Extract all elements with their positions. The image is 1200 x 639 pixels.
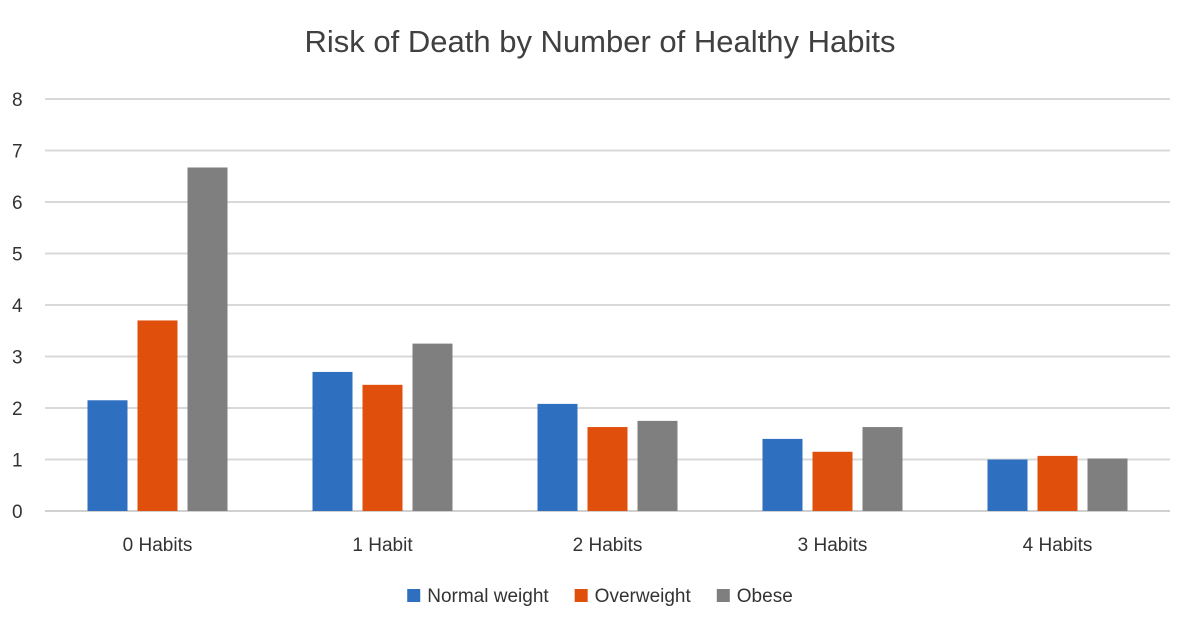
x-category-label: 3 Habits <box>798 535 868 556</box>
legend-item-normal-weight: Normal weight <box>407 586 549 607</box>
y-tick-label: 6 <box>12 193 23 214</box>
y-tick-label: 0 <box>12 502 23 523</box>
legend-swatch <box>407 589 421 602</box>
gridlines <box>45 98 1170 512</box>
y-tick-label: 8 <box>12 90 23 111</box>
legend-item-obese: Obese <box>716 586 793 607</box>
y-tick-label: 2 <box>12 399 23 420</box>
bar-obese-1 <box>412 343 453 511</box>
legend-label: Overweight <box>595 586 692 607</box>
legend-swatch <box>574 589 588 602</box>
x-category-label: 0 Habits <box>123 535 193 556</box>
x-category-label: 1 Habit <box>352 535 413 556</box>
bar-normal-weight-3 <box>762 438 803 511</box>
x-category-label: 4 Habits <box>1023 535 1093 556</box>
bar-overweight-4 <box>1037 455 1078 511</box>
bar-normal-weight-4 <box>987 459 1028 511</box>
bar-overweight-2 <box>587 427 628 511</box>
bar-overweight-0 <box>137 320 178 511</box>
legend-items: Normal weight Overweight Obese <box>407 586 793 607</box>
bar-obese-2 <box>637 420 678 511</box>
chart-title: Risk of Death by Number of Healthy Habit… <box>305 24 896 59</box>
bar-obese-0 <box>187 167 228 511</box>
y-axis-ticks: 0 1 2 3 4 5 6 7 8 <box>12 90 23 523</box>
y-tick-label: 7 <box>12 142 23 163</box>
bar-normal-weight-0 <box>87 400 128 511</box>
legend-label: Normal weight <box>427 586 549 607</box>
legend-swatch <box>716 589 730 602</box>
x-category-label: 2 Habits <box>573 535 643 556</box>
legend: Normal weight Overweight Obese <box>407 586 793 607</box>
bar-obese-4 <box>1087 458 1128 511</box>
bar-normal-weight-1 <box>312 371 353 511</box>
bar-overweight-1 <box>362 384 403 511</box>
y-tick-label: 3 <box>12 348 23 369</box>
bar-obese-3 <box>862 427 903 511</box>
legend-item-overweight: Overweight <box>574 586 692 607</box>
legend-label: Obese <box>737 586 793 607</box>
y-tick-label: 4 <box>12 296 23 317</box>
y-tick-label: 1 <box>12 451 23 472</box>
bar-normal-weight-2 <box>537 403 578 511</box>
bar-overweight-3 <box>812 451 853 511</box>
y-tick-label: 5 <box>12 245 23 266</box>
x-axis-labels: 0 Habits 1 Habit 2 Habits 3 Habits 4 Habits <box>123 535 1093 556</box>
bars <box>87 167 1128 511</box>
